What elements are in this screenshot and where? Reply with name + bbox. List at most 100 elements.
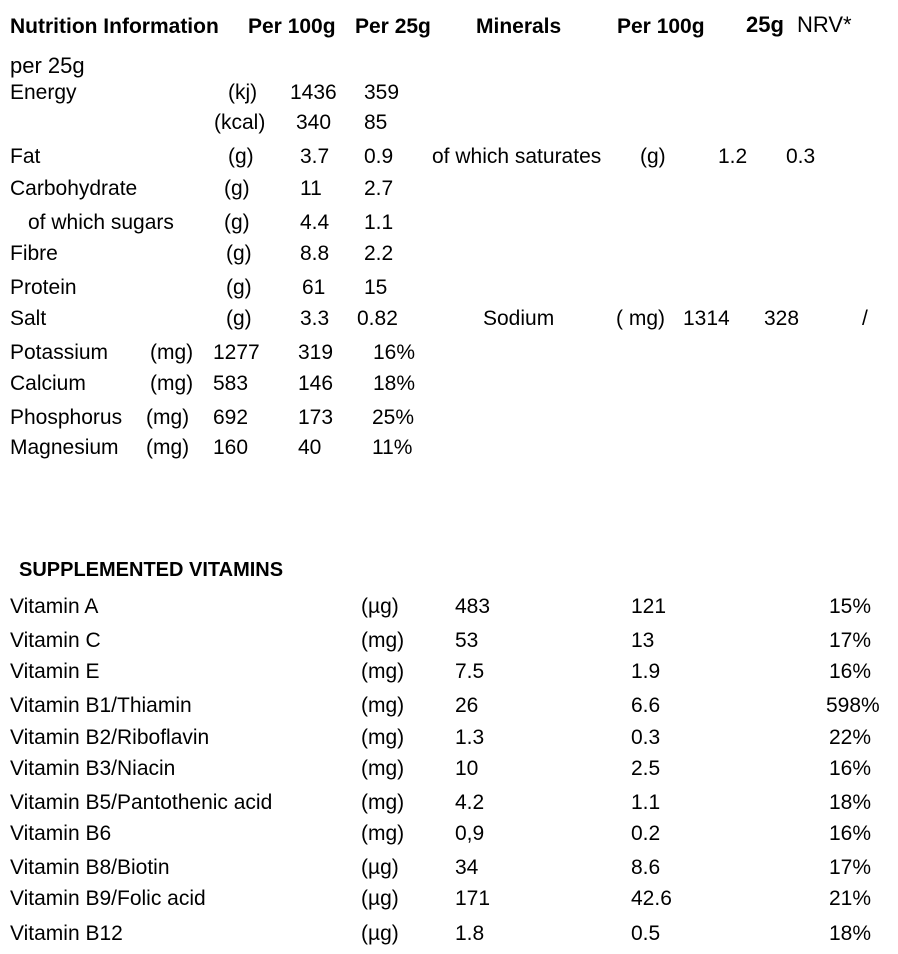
macro-unit: (kcal): [214, 111, 266, 134]
vitamin-nrv: 17%: [829, 629, 872, 652]
macro-name: Protein: [10, 276, 77, 299]
vitamin-per100: 1.3: [455, 726, 485, 749]
sodium-nrv: /: [862, 307, 868, 330]
vitamin-nrv: 16%: [829, 822, 872, 845]
macro-name: Fat: [10, 145, 41, 168]
vitamin-unit: (µg): [361, 922, 399, 945]
macro-per25: 1.1: [364, 211, 394, 234]
macro-unit: (g): [226, 307, 252, 330]
vitamin-name: Vitamin B1/Thiamin: [10, 694, 192, 717]
vitamin-per25: 0.2: [631, 822, 661, 845]
vitamin-unit: (µg): [361, 856, 399, 879]
vitamin-per100: 53: [455, 629, 479, 652]
vitamin-per25: 13: [631, 629, 655, 652]
mineral-per100: 1277: [213, 341, 260, 364]
macro-per25: 359: [364, 81, 400, 104]
macro-name: Salt: [10, 307, 47, 330]
vitamin-name: Vitamin C: [10, 629, 101, 652]
mineral-unit: (mg): [150, 341, 194, 364]
saturates-per25: 0.3: [786, 145, 816, 168]
vitamin-unit: (mg): [361, 660, 405, 683]
macro-per25: 2.2: [364, 242, 394, 265]
header-per-25g: Per 25g: [355, 15, 431, 38]
vitamin-nrv: 15%: [829, 595, 872, 618]
saturates-name: of which saturates: [432, 145, 602, 168]
vitamin-per25: 42.6: [631, 887, 672, 910]
mineral-per100: 692: [213, 406, 249, 429]
vitamin-per25: 2.5: [631, 757, 661, 780]
vitamin-per100: 26: [455, 694, 479, 717]
mineral-nrv: 18%: [373, 372, 416, 395]
vitamin-name: Vitamin B2/Riboflavin: [10, 726, 210, 749]
vitamin-nrv: 598%: [826, 694, 880, 717]
vitamin-nrv: 17%: [829, 856, 872, 879]
vitamin-unit: (mg): [361, 822, 405, 845]
macro-name: Fibre: [10, 242, 58, 265]
mineral-unit: (mg): [146, 436, 190, 459]
mineral-nrv: 25%: [372, 406, 415, 429]
saturates-per100: 1.2: [718, 145, 748, 168]
vitamin-name: Vitamin B8/Biotin: [10, 856, 170, 879]
mineral-nrv: 16%: [373, 341, 416, 364]
mineral-unit: (mg): [150, 372, 194, 395]
vitamin-unit: (mg): [361, 757, 405, 780]
vitamin-per100: 7.5: [455, 660, 485, 683]
mineral-per25: 319: [298, 341, 334, 364]
header-minerals-per-100g: Per 100g: [617, 15, 705, 38]
title-nutrition-information: Nutrition Information: [10, 15, 219, 38]
vitamin-per25: 121: [631, 595, 667, 618]
vitamins-title: SUPPLEMENTED VITAMINS: [19, 559, 284, 581]
header-nrv: NRV*: [797, 12, 852, 37]
vitamin-per25: 0.3: [631, 726, 661, 749]
vitamin-name: Vitamin B3/Niacin: [10, 757, 176, 780]
macro-per25: 15: [364, 276, 388, 299]
vitamin-name: Vitamin E: [10, 660, 100, 683]
vitamin-name: Vitamin A: [10, 595, 99, 618]
macro-per25: 2.7: [364, 177, 394, 200]
mineral-per100: 160: [213, 436, 249, 459]
macro-per100: 340: [296, 111, 332, 134]
mineral-name: Magnesium: [10, 436, 119, 459]
header-25g: 25g: [746, 12, 784, 37]
macro-unit: (g): [226, 276, 252, 299]
vitamin-per25: 8.6: [631, 856, 661, 879]
mineral-per25: 173: [298, 406, 334, 429]
mineral-name: Calcium: [10, 372, 86, 395]
vitamin-name: Vitamin B6: [10, 822, 112, 845]
header-minerals: Minerals: [476, 15, 562, 38]
mineral-unit: (mg): [146, 406, 190, 429]
sodium-per25: 328: [764, 307, 800, 330]
macro-per100: 1436: [290, 81, 337, 104]
vitamin-per100: 10: [455, 757, 479, 780]
macro-per100: 11: [300, 177, 322, 200]
vitamin-unit: (µg): [361, 595, 399, 618]
macro-name: Energy: [10, 81, 77, 104]
vitamin-unit: (mg): [361, 694, 405, 717]
macro-per25: 0.9: [364, 145, 394, 168]
vitamin-per25: 1.9: [631, 660, 661, 683]
vitamin-per100: 171: [455, 887, 491, 910]
vitamin-per100: 0,9: [455, 822, 485, 845]
macro-name: Carbohydrate: [10, 177, 138, 200]
header-per-25g-line2: per 25g: [10, 53, 85, 78]
macro-per100: 61: [302, 276, 326, 299]
macro-unit: (g): [224, 177, 250, 200]
macro-unit: (g): [224, 211, 250, 234]
macro-per25: 85: [364, 111, 388, 134]
vitamin-unit: (mg): [361, 726, 405, 749]
vitamin-per25: 1.1: [631, 791, 661, 814]
vitamin-nrv: 18%: [829, 791, 872, 814]
vitamin-per100: 4.2: [455, 791, 485, 814]
mineral-nrv: 11%: [372, 436, 413, 459]
vitamin-unit: (µg): [361, 887, 399, 910]
vitamin-nrv: 16%: [829, 660, 872, 683]
vitamin-nrv: 21%: [829, 887, 872, 910]
vitamin-name: Vitamin B5/Pantothenic acid: [10, 791, 273, 814]
macro-unit: (g): [226, 242, 252, 265]
macro-per100: 3.3: [300, 307, 330, 330]
vitamin-nrv: 16%: [829, 757, 872, 780]
vitamin-nrv: 22%: [829, 726, 872, 749]
vitamin-per100: 1.8: [455, 922, 485, 945]
saturates-unit: (g): [640, 145, 666, 168]
header-per-100g: Per 100g: [248, 15, 336, 38]
